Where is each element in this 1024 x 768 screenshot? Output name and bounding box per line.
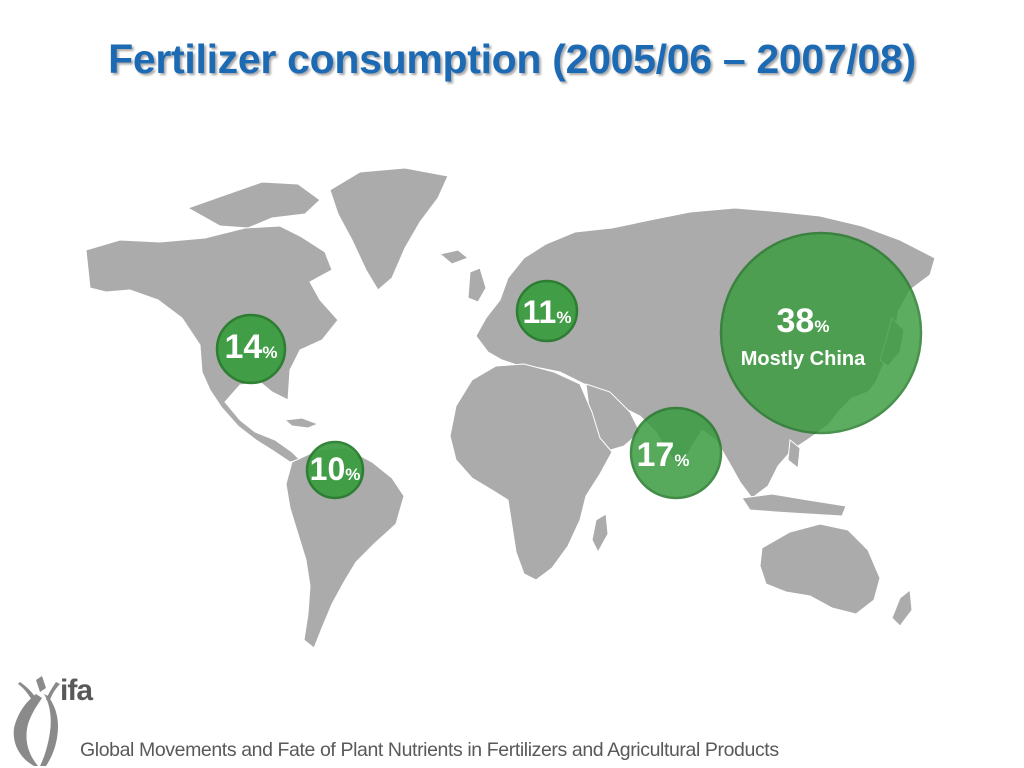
value-south-asia: 17	[637, 436, 675, 474]
consumption-bubbles: 14% 10% 11% 17% 38%	[215, 231, 923, 500]
new-zealand-shape	[891, 589, 913, 627]
iceland-shape	[438, 249, 469, 265]
ifa-logo-text: ifa	[60, 674, 93, 707]
bubble-europe: 11%	[515, 279, 579, 343]
value-north-america: 14	[225, 328, 263, 366]
indonesia-shape	[741, 493, 847, 517]
footer-tagline: Global Movements and Fate of Plant Nutri…	[80, 739, 779, 761]
value-latin-america: 10	[310, 451, 346, 487]
north-america-shape	[85, 225, 339, 463]
bubble-label-europe: 11%	[523, 294, 572, 330]
bubble-east-asia: 38% Mostly China	[719, 231, 923, 435]
bubble-south-asia: 17%	[629, 406, 723, 500]
bubble-circle-latin-america	[305, 440, 365, 500]
bubble-circle-europe	[515, 279, 579, 343]
south-america-shape	[285, 447, 405, 649]
bubble-north-america: 14%	[215, 313, 287, 385]
bubble-label-south-asia: 17%	[637, 436, 690, 474]
uk-shape	[467, 267, 487, 303]
bubble-circle-north-america	[215, 313, 287, 385]
bubble-label-east-asia: 38%	[777, 302, 830, 340]
bubble-latin-america: 10%	[305, 440, 365, 500]
caribbean-shape	[283, 417, 320, 429]
unit-europe: %	[556, 308, 571, 327]
arctic-islands-shape	[186, 181, 321, 229]
note-east-asia: Mostly China	[741, 348, 866, 370]
africa-shape	[449, 363, 613, 581]
greenland-shape	[329, 167, 449, 291]
bubble-label-north-america: 14%	[225, 328, 278, 366]
bubble-circle-south-asia	[629, 406, 723, 500]
unit-east-asia: %	[814, 317, 829, 336]
ifa-logo-icon	[13, 676, 60, 766]
philippines-shape	[787, 439, 801, 469]
unit-south-asia: %	[674, 451, 689, 470]
bubble-label-latin-america: 10%	[310, 451, 361, 487]
value-east-asia: 38	[777, 302, 815, 340]
value-europe: 11	[523, 294, 557, 330]
unit-latin-america: %	[345, 465, 360, 484]
madagascar-shape	[591, 513, 609, 554]
page-title: Fertilizer consumption (2005/06 – 2007/0…	[108, 36, 916, 82]
unit-north-america: %	[262, 343, 277, 362]
bubble-circle-east-asia	[719, 231, 923, 435]
australia-shape	[759, 523, 881, 615]
